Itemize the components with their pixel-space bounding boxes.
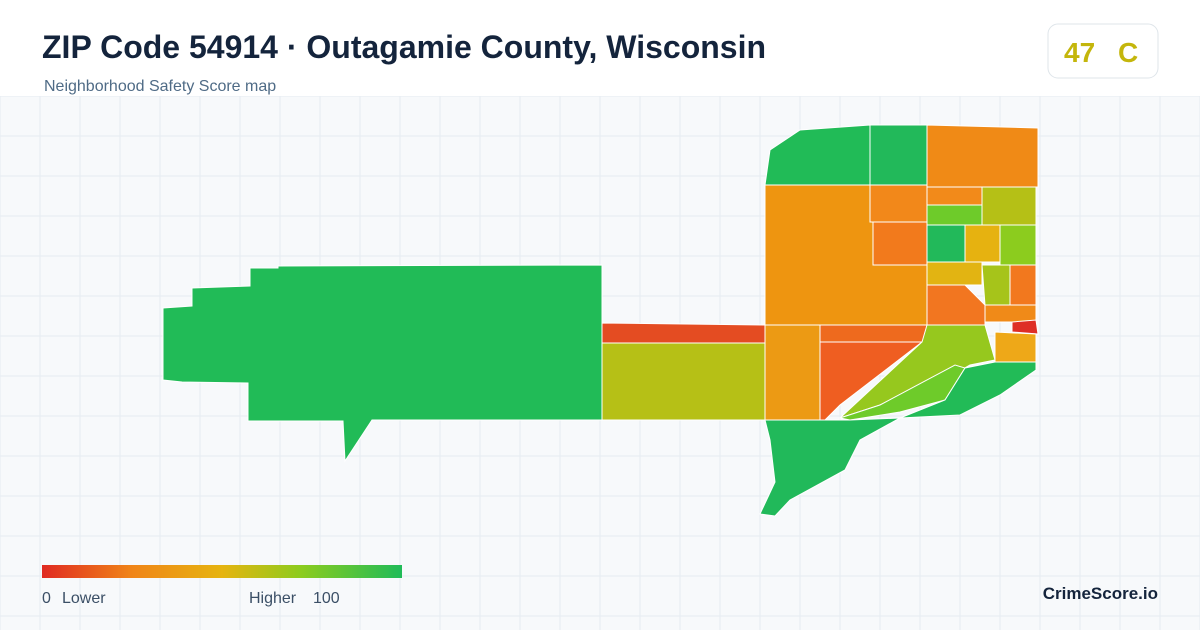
region (926, 261, 983, 286)
score-box (1047, 23, 1159, 79)
brand: CrimeScore.io (1043, 584, 1158, 603)
region (1009, 264, 1037, 306)
region (869, 124, 928, 186)
region (869, 184, 928, 223)
legend-gradient (42, 565, 402, 578)
region (926, 204, 983, 226)
region (764, 324, 821, 421)
legend-min-label: Lower (62, 590, 106, 607)
score-grade: C (1118, 37, 1138, 68)
region (994, 331, 1037, 363)
legend-max: 100 (313, 590, 340, 607)
region (926, 186, 983, 206)
region (872, 221, 928, 266)
region (601, 322, 766, 344)
region (819, 341, 924, 421)
region (984, 304, 1037, 323)
subtitle: Neighborhood Safety Score map (44, 78, 276, 95)
score-value: 47 (1064, 37, 1095, 68)
header-band (0, 0, 1200, 96)
legend-max-label: Higher (249, 590, 297, 607)
region (764, 124, 871, 186)
region (999, 224, 1037, 266)
region (819, 324, 928, 343)
region (759, 417, 901, 517)
region (926, 124, 1039, 188)
region (601, 342, 766, 421)
region (1011, 319, 1039, 335)
region (926, 224, 966, 263)
legend-min: 0 (42, 590, 51, 607)
region (981, 264, 1011, 306)
region (899, 361, 1037, 419)
region (981, 186, 1037, 226)
map (162, 124, 1039, 517)
region (964, 224, 1001, 263)
title: ZIP Code 54914 · Outagamie County, Wisco… (42, 29, 766, 65)
